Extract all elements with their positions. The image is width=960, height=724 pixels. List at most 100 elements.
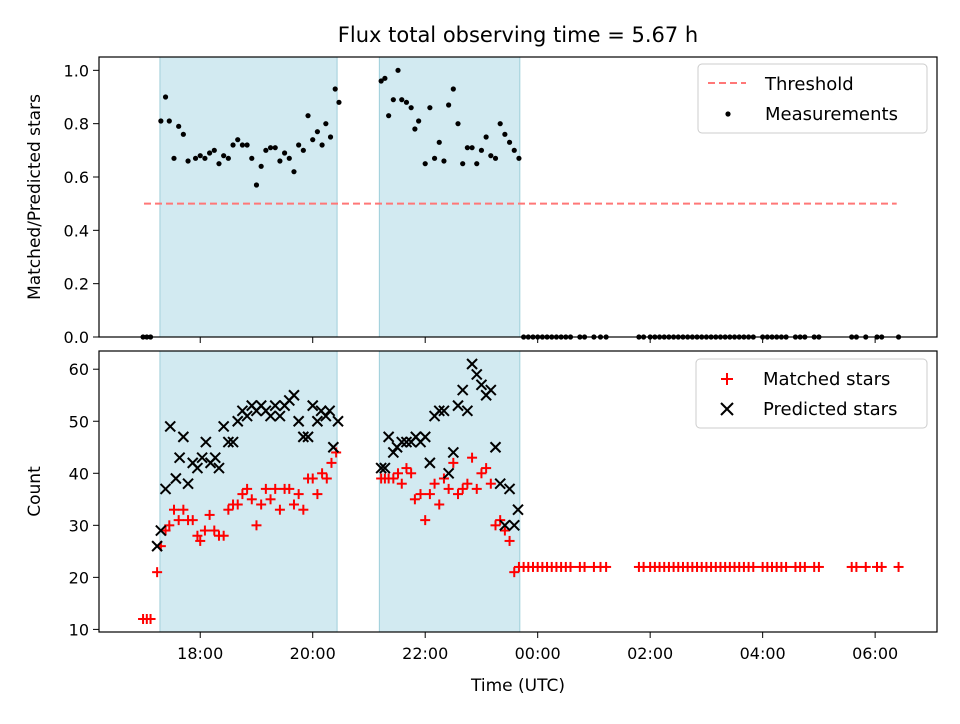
predicted-star-point (209, 451, 221, 464)
matched-star-point (246, 494, 257, 505)
matched-star-point (164, 520, 175, 531)
predicted-star-point (503, 483, 516, 495)
y-axis-ticks: 10 20 30 40 50 60 (69, 360, 99, 639)
measurement-point (488, 153, 494, 159)
matched-star-point (499, 525, 510, 536)
predicted-star-point (442, 467, 455, 479)
measurement-point (305, 113, 311, 119)
predicted-star-stroke (382, 431, 395, 443)
matched-star-point (288, 499, 299, 510)
matched-star-point (467, 452, 478, 463)
measurement-point (300, 147, 306, 153)
predicted-star-stroke (292, 415, 305, 427)
matched-star-point (504, 535, 515, 546)
measurement-point (171, 155, 177, 161)
predicted-star-stroke (209, 451, 221, 464)
x-tick-label: 04:00 (740, 644, 786, 663)
measurement-point (336, 99, 342, 105)
matched-star-point (284, 483, 295, 494)
matched-star-point (748, 561, 759, 572)
measurement-point (249, 155, 255, 161)
matched-star-point (893, 561, 904, 572)
matched-star-point (851, 561, 862, 572)
matched-star-point (799, 561, 810, 572)
predicted-star-stroke (222, 436, 235, 448)
predicted-star-stroke (323, 405, 336, 417)
predicted-star-point (159, 483, 172, 495)
predicted-star-point (227, 436, 239, 448)
predicted-star-point (400, 436, 413, 448)
matched-star-point (326, 457, 337, 468)
matched-star-point (471, 483, 482, 494)
predicted-star-point (196, 451, 208, 464)
predicted-star-point (302, 431, 314, 443)
plot-frame (98, 56, 938, 338)
y-tick-label: 10 (69, 620, 89, 639)
predicted-star-stroke (302, 431, 314, 443)
measurement-point (319, 142, 325, 148)
predicted-star-point (307, 399, 319, 412)
predicted-star-stroke (327, 441, 340, 453)
matched-star-point (393, 468, 404, 479)
predicted-star-point (447, 446, 460, 459)
matched-star-point (406, 468, 417, 479)
matched-star-point (415, 489, 426, 500)
matched-star-point (237, 489, 248, 500)
matched-star-point (293, 489, 304, 500)
measurement-point (323, 121, 329, 127)
matched-star-point (242, 483, 253, 494)
predicted-star-stroke (164, 420, 176, 433)
predicted-star-point (438, 405, 450, 417)
matched-star-point (601, 561, 612, 572)
matched-star-point (298, 504, 309, 515)
predicted-star-point (456, 384, 469, 396)
predicted-star-stroke (269, 399, 281, 412)
predicted-star-stroke (442, 467, 455, 479)
predicted-star-point (512, 504, 524, 516)
matched-star-point (434, 499, 445, 510)
measurement-point (399, 97, 405, 103)
measurement-point (416, 118, 422, 124)
predicted-star-point (213, 462, 225, 474)
matched-star-point (453, 489, 464, 500)
measurement-point (478, 147, 485, 153)
matched-star-point (251, 520, 262, 531)
y-tick-label: 60 (69, 360, 89, 379)
matched-star-point (270, 483, 281, 494)
predicted-star-point (217, 420, 230, 433)
matched-star-point (199, 525, 210, 536)
predicted-star-point (320, 410, 332, 422)
measurement-point (378, 78, 384, 84)
measurement-point (176, 123, 182, 129)
matched-star-point (204, 509, 215, 520)
measurement-point (314, 129, 321, 135)
measurement-point (166, 118, 172, 124)
legend-box (697, 63, 928, 134)
predicted-star-point (164, 420, 176, 433)
observing-window (159, 56, 338, 338)
measurement-point (192, 155, 199, 161)
matched-star-point (168, 504, 179, 515)
predicted-star-stroke (151, 540, 163, 552)
predicted-star-stroke (213, 462, 225, 474)
x-tick-label: 00:00 (515, 644, 561, 663)
x-axis-ticks (199, 337, 876, 343)
predicted-star-point (461, 405, 474, 417)
legend: Threshold Measurements (697, 63, 928, 134)
measurement-point (277, 158, 283, 164)
legend-box (695, 358, 928, 429)
measurement-point (502, 131, 508, 137)
matched-star-point (396, 478, 407, 489)
measurement-point (235, 137, 241, 143)
measurement-point (446, 102, 452, 108)
measurement-point (162, 94, 169, 100)
y-tick-label: 30 (69, 516, 89, 535)
matched-star-point (813, 561, 824, 572)
predicted-star-stroke (307, 399, 319, 412)
predicted-star-stroke (182, 477, 194, 490)
measurement-point (460, 161, 466, 167)
measurement-point (185, 158, 191, 164)
matched-star-point (443, 483, 454, 494)
predicted-star-stroke (320, 410, 332, 422)
predicted-star-point (269, 399, 281, 412)
